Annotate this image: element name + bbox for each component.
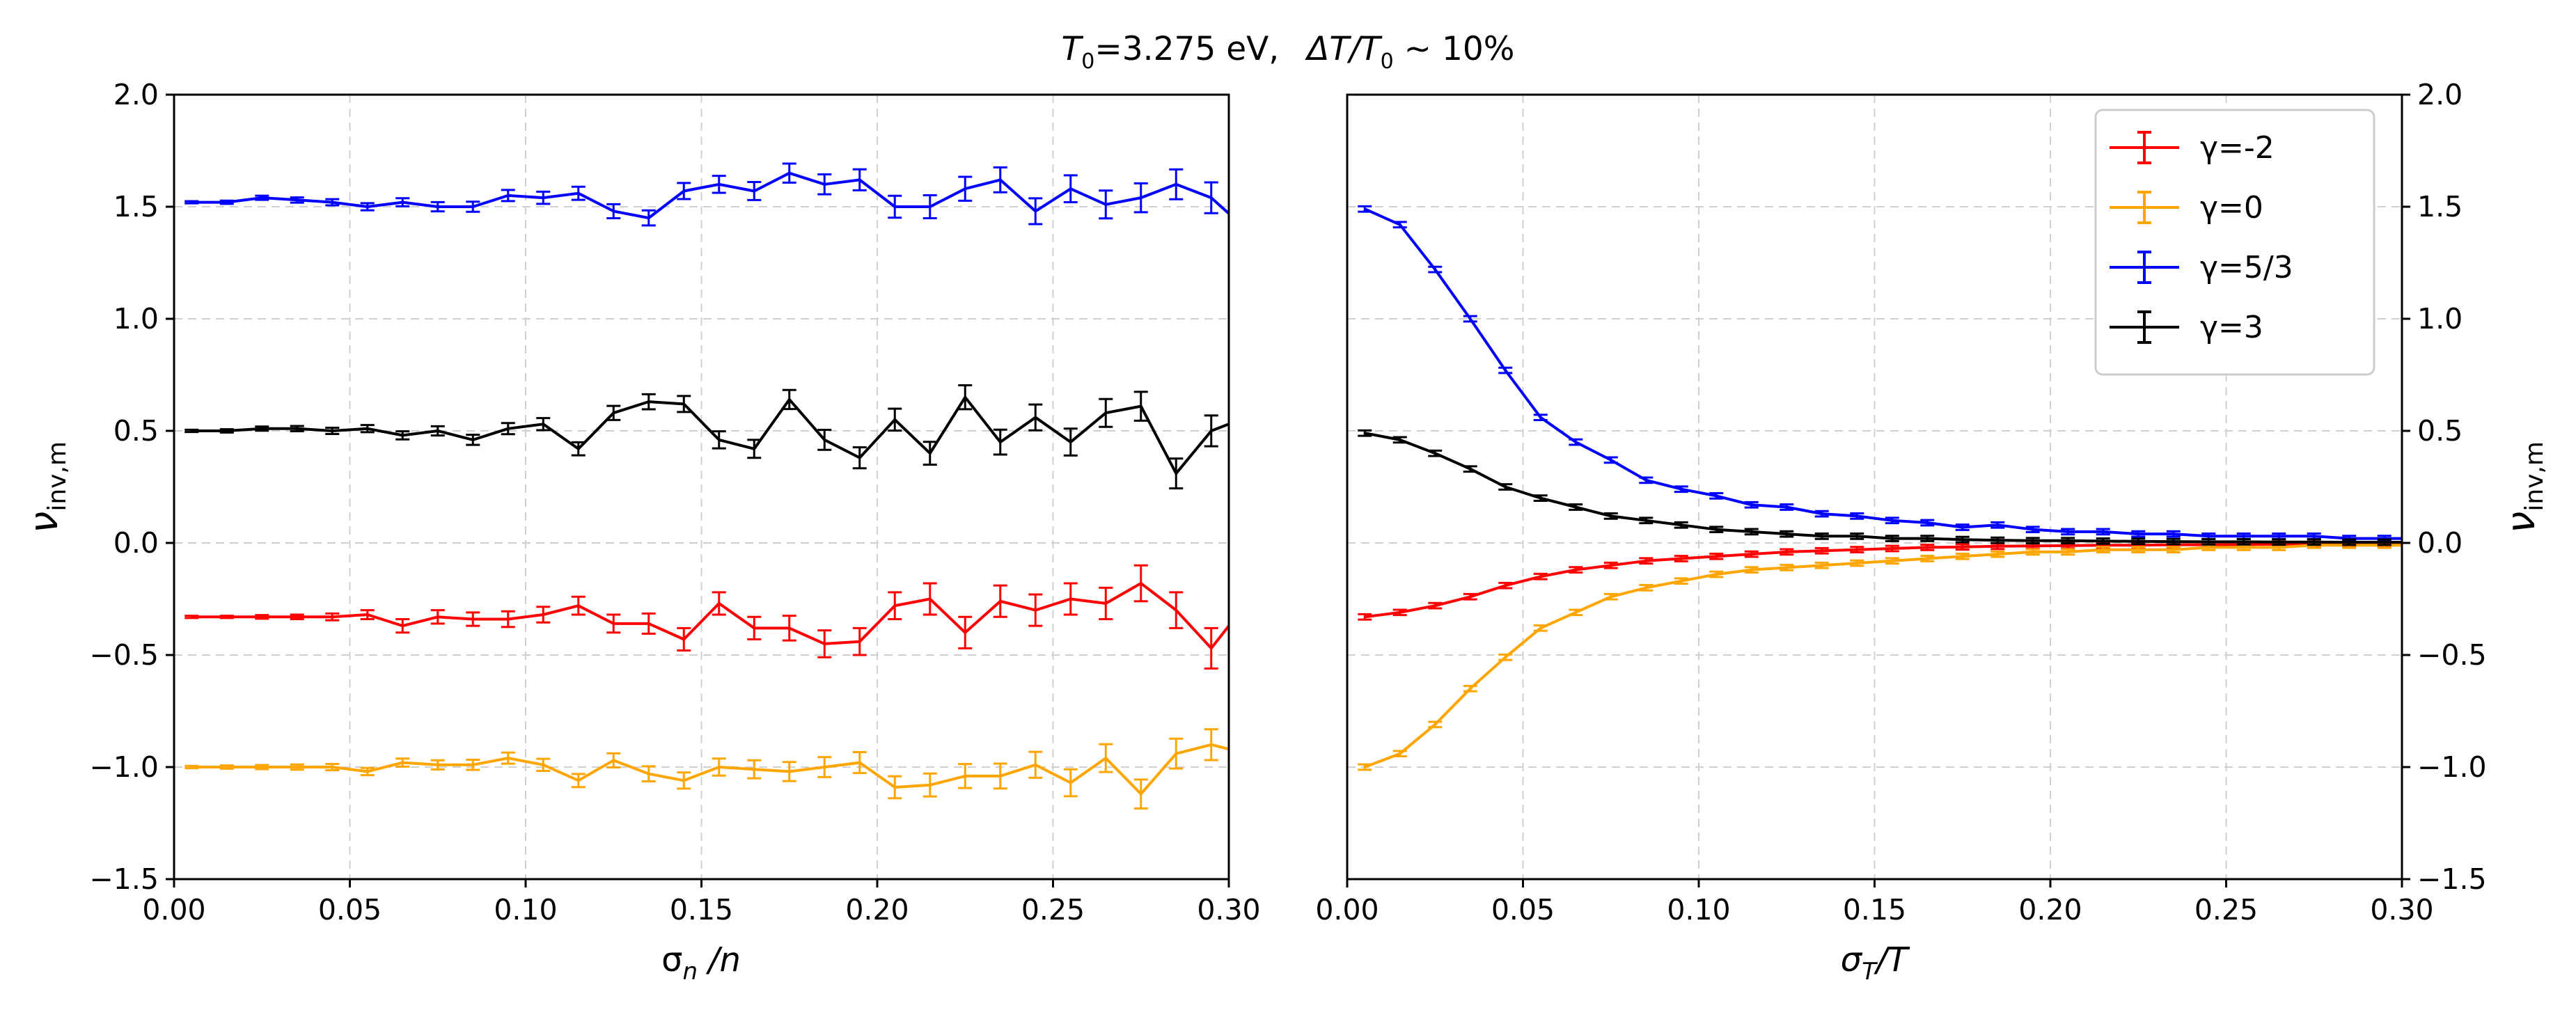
left-ytick-label: 0.5 xyxy=(113,414,159,448)
left-series-gamma-2 xyxy=(184,564,1230,670)
right-line-gamma-2 xyxy=(1365,542,2402,619)
right-line-gamma-0 xyxy=(1364,544,2402,768)
left-ytick-label: 2.0 xyxy=(113,78,159,111)
right-series-layer xyxy=(1358,205,2402,771)
left-panel: 0.00 0.05 0.10 0.15 0.20 0.25 0.30 −1.5 −1.0 −0.… xyxy=(22,78,1261,986)
legend-label-gamma-0: γ=0 xyxy=(2200,190,2263,226)
left-line-gamma-5-3 xyxy=(191,171,1230,220)
left-y-ticks: −1.5 −1.0 −0.5 0.0 0.5 1.0 1.5 2.0 xyxy=(89,78,174,896)
right-line-gamma-3 xyxy=(1364,432,2402,544)
left-xtick-label: 0.20 xyxy=(845,893,909,926)
left-series-gamma-0 xyxy=(184,728,1230,810)
legend-label-gamma-53: γ=5/3 xyxy=(2200,250,2293,285)
left-ytick-label: 1.5 xyxy=(113,190,159,223)
right-x-ticks: 0.00 0.05 0.10 0.15 0.20 0.25 0.30 xyxy=(1315,879,2434,926)
legend-entry-gamma-0: γ=0 xyxy=(2110,190,2263,226)
right-series-gamma-3 xyxy=(1358,429,2402,546)
right-ytick-label: 1.0 xyxy=(2417,302,2463,336)
left-xtick-label: 0.00 xyxy=(142,893,205,926)
right-ytick-label: −0.5 xyxy=(2417,638,2487,672)
right-xtick-label: 0.00 xyxy=(1315,893,1379,926)
right-ytick-label: 2.0 xyxy=(2417,78,2463,111)
left-x-ticks: 0.00 0.05 0.10 0.15 0.20 0.25 0.30 xyxy=(142,879,1261,926)
right-y-axis-label: νinv,m xyxy=(2499,441,2549,533)
legend: γ=-2 γ=0 γ=5/3 γ=3 xyxy=(2094,109,2375,376)
right-series-gamma-2 xyxy=(1358,540,2402,621)
right-xtick-label: 0.15 xyxy=(1843,893,1906,926)
right-xtick-label: 0.30 xyxy=(2370,893,2433,926)
legend-entry-gamma-3: γ=3 xyxy=(2110,310,2263,345)
left-ytick-label: −1.5 xyxy=(89,862,159,896)
left-ytick-label: −1.0 xyxy=(89,750,159,784)
left-series-gamma-3 xyxy=(184,384,1230,490)
legend-entry-gamma-53: γ=5/3 xyxy=(2110,250,2293,285)
left-series-gamma-5-3 xyxy=(184,162,1230,227)
left-ytick-label: 1.0 xyxy=(113,302,159,336)
left-ytick-label: 0.0 xyxy=(113,526,159,560)
left-line-gamma-2 xyxy=(191,582,1230,650)
right-ytick-label: 1.5 xyxy=(2417,190,2463,223)
left-xtick-label: 0.10 xyxy=(494,893,557,926)
left-xtick-label: 0.25 xyxy=(1021,893,1085,926)
left-x-axis-label: σn /n xyxy=(661,940,741,986)
left-y-axis-label: νinv,m xyxy=(22,441,72,533)
left-xtick-label: 0.30 xyxy=(1197,893,1260,926)
right-ytick-label: 0.0 xyxy=(2417,526,2463,560)
right-xtick-label: 0.10 xyxy=(1667,893,1730,926)
right-panel: 0.00 0.05 0.10 0.15 0.20 0.25 0.30 −1.5 −1.0 −0.… xyxy=(1315,78,2549,986)
right-ytick-label: 0.5 xyxy=(2417,414,2463,448)
right-series-gamma-0 xyxy=(1358,541,2402,771)
left-xtick-label: 0.05 xyxy=(318,893,382,926)
right-ytick-label: −1.0 xyxy=(2417,750,2487,784)
left-series-layer xyxy=(184,162,1230,810)
legend-label-gamma-m2: γ=-2 xyxy=(2200,130,2275,166)
left-ytick-label: −0.5 xyxy=(89,638,159,672)
right-xtick-label: 0.20 xyxy=(2018,893,2082,926)
figure-title: T0=3.275 eV, ΔT/T0 ~ 10% xyxy=(1062,30,1515,74)
right-ytick-label: −1.5 xyxy=(2417,862,2487,896)
right-xtick-label: 0.05 xyxy=(1491,893,1555,926)
left-line-gamma-3 xyxy=(191,395,1230,475)
legend-label-gamma-3: γ=3 xyxy=(2200,310,2263,345)
right-y-ticks: −1.5 −1.0 −0.5 0.0 0.5 1.0 1.5 2.0 xyxy=(2402,78,2487,896)
right-xtick-label: 0.25 xyxy=(2194,893,2258,926)
left-xtick-label: 0.15 xyxy=(670,893,733,926)
legend-box xyxy=(2094,109,2375,376)
legend-entry-gamma-m2: γ=-2 xyxy=(2110,130,2275,166)
left-grid xyxy=(173,94,1230,880)
right-x-axis-label: σT/T xyxy=(1841,940,1910,986)
